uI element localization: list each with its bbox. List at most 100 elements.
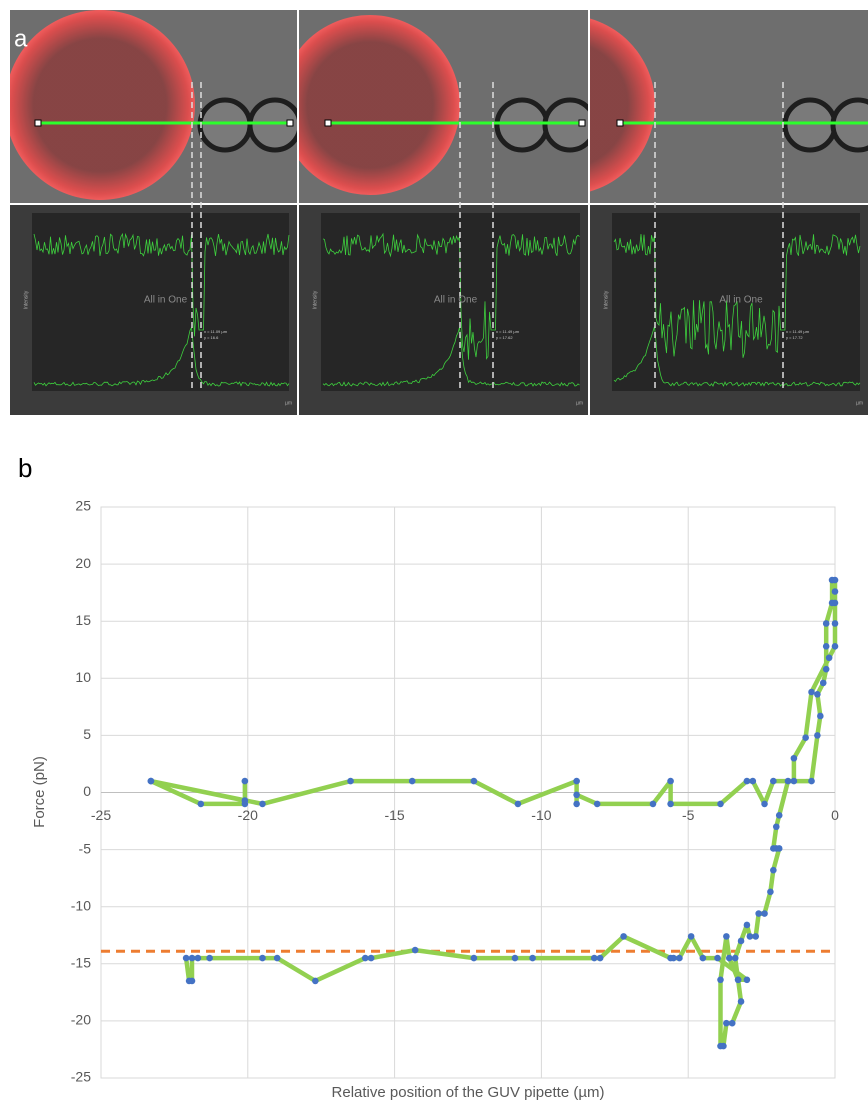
- y-tick-label: -5: [79, 840, 92, 856]
- data-point: [735, 976, 742, 983]
- data-point: [776, 845, 783, 852]
- bead: [833, 100, 868, 150]
- data-point: [650, 801, 657, 808]
- handle: [325, 120, 331, 126]
- x-tick-label: 0: [831, 807, 839, 823]
- data-point: [242, 797, 249, 804]
- data-point: [738, 998, 745, 1005]
- data-point: [738, 938, 745, 945]
- data-point: [667, 801, 674, 808]
- data-point: [700, 955, 707, 962]
- data-point: [832, 577, 839, 584]
- data-point: [744, 922, 751, 929]
- x-unit: µm: [285, 400, 292, 406]
- bead: [545, 100, 595, 150]
- data-point: [591, 955, 598, 962]
- data-point: [820, 680, 827, 687]
- data-point: [620, 933, 627, 940]
- data-point: [814, 732, 821, 739]
- data-point: [808, 778, 815, 785]
- data-point: [761, 801, 768, 808]
- y-axis-label: Intensity: [23, 290, 29, 309]
- y-tick-label: 20: [75, 555, 91, 571]
- handle: [35, 120, 41, 126]
- readout: x = 11.49 µm: [496, 329, 520, 334]
- data-point: [761, 910, 768, 917]
- watermark: All in One: [144, 295, 188, 306]
- data-point: [770, 867, 777, 874]
- y-axis-label: Force (pN): [31, 756, 48, 828]
- vesicle: [5, 10, 195, 200]
- bead: [200, 100, 250, 150]
- data-point: [832, 588, 839, 595]
- data-point: [573, 791, 580, 798]
- data-point: [717, 976, 724, 983]
- x-tick-label: -25: [91, 807, 111, 823]
- x-tick-label: -10: [531, 807, 551, 823]
- data-point: [676, 955, 683, 962]
- data-point: [186, 978, 193, 985]
- data-point: [573, 801, 580, 808]
- y-tick-label: 10: [75, 669, 91, 685]
- data-point: [726, 955, 733, 962]
- y-tick-label: -25: [71, 1069, 91, 1085]
- data-point: [512, 955, 519, 962]
- data-point: [773, 823, 780, 830]
- x-axis-label: Relative position of the GUV pipette (µm…: [332, 1084, 605, 1101]
- data-point: [195, 955, 202, 962]
- data-point: [471, 955, 478, 962]
- data-point: [412, 947, 419, 954]
- data-point: [747, 933, 754, 940]
- y-axis-label: Intensity: [603, 290, 609, 309]
- readout: y = 17.72: [786, 335, 803, 340]
- watermark: All in One: [434, 295, 478, 306]
- data-point: [776, 812, 783, 819]
- vesicle: [280, 15, 460, 195]
- y-tick-label: 5: [83, 726, 91, 742]
- data-point: [814, 691, 821, 698]
- handle: [617, 120, 623, 126]
- data-point: [259, 955, 266, 962]
- data-point: [832, 620, 839, 627]
- data-point: [717, 1043, 724, 1050]
- data-point: [274, 955, 281, 962]
- watermark: All in One: [719, 295, 763, 306]
- data-point: [189, 955, 196, 962]
- data-point: [755, 910, 762, 917]
- data-point: [471, 778, 478, 785]
- data-point: [723, 1020, 730, 1027]
- x-unit: µm: [856, 400, 863, 406]
- data-point: [573, 778, 580, 785]
- handle: [287, 120, 293, 126]
- panel-label: b: [18, 453, 32, 483]
- y-tick-label: -15: [71, 955, 91, 971]
- y-tick-label: -20: [71, 1012, 91, 1028]
- data-point: [749, 778, 756, 785]
- data-point: [347, 778, 354, 785]
- page: {"figure_a": {"label": "a", "panels": [ …: [0, 0, 868, 1106]
- data-point: [826, 654, 833, 661]
- data-point: [744, 778, 751, 785]
- data-point: [791, 778, 798, 785]
- data-point: [802, 734, 809, 741]
- y-tick-label: 0: [83, 783, 91, 799]
- bead: [785, 100, 835, 150]
- data-point: [785, 778, 792, 785]
- data-point: [723, 933, 730, 940]
- data-point: [744, 976, 751, 983]
- data-point: [729, 1020, 736, 1027]
- bead: [497, 100, 547, 150]
- data-point: [667, 778, 674, 785]
- data-point: [362, 955, 369, 962]
- data-point: [767, 889, 774, 896]
- readout: x = 11.49 µm: [786, 329, 810, 334]
- data-point: [832, 643, 839, 650]
- data-point: [791, 755, 798, 762]
- data-point: [206, 955, 213, 962]
- data-point: [242, 778, 249, 785]
- data-point: [198, 801, 205, 808]
- y-tick-label: 15: [75, 612, 91, 628]
- y-tick-label: 25: [75, 498, 91, 514]
- x-unit: µm: [576, 400, 583, 406]
